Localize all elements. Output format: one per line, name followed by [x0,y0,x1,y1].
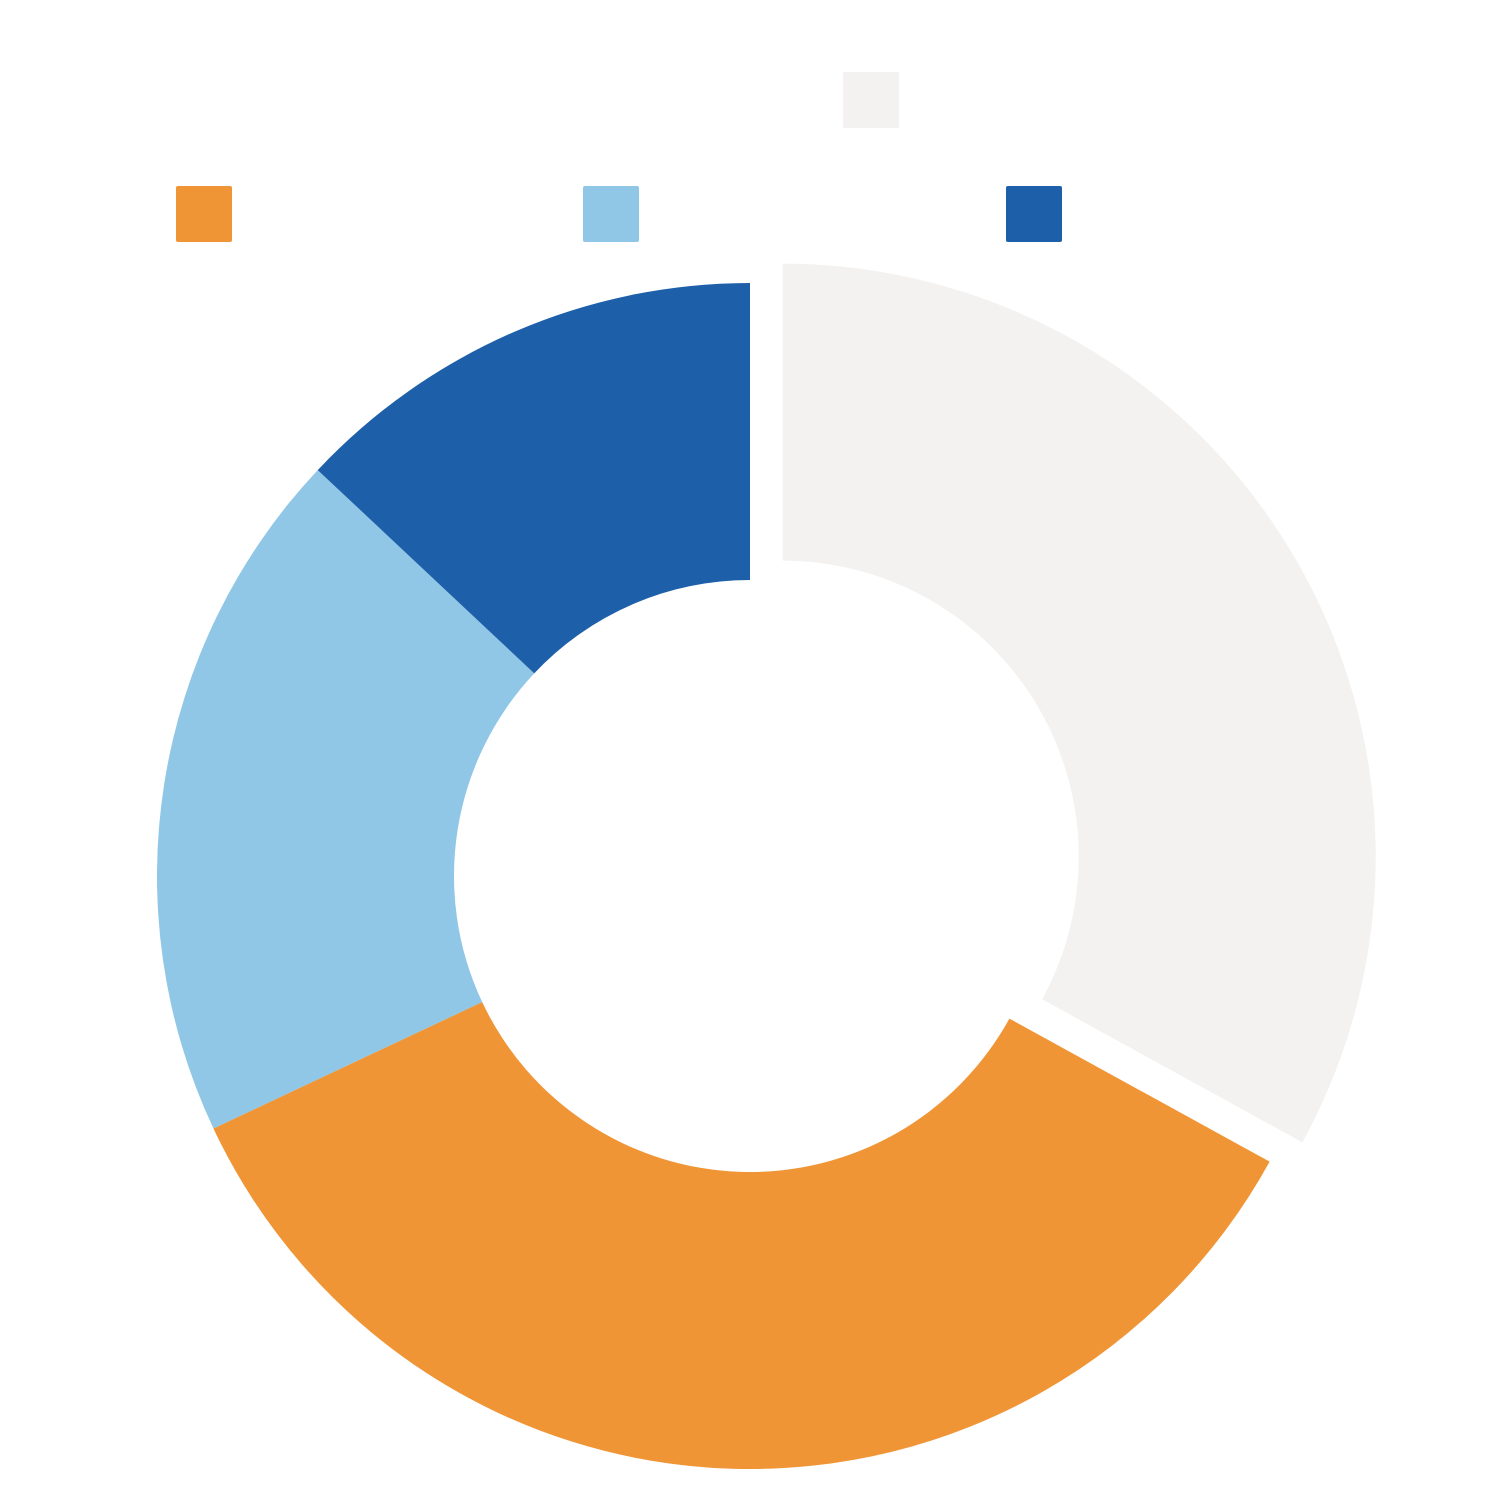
legend-swatch [583,186,639,242]
donut-slice [782,263,1376,1143]
legend [176,72,1062,242]
donut-slice [157,470,535,1129]
legend-swatch [1006,186,1062,242]
donut-slice [213,1002,1270,1470]
legend-swatch [176,186,232,242]
donut-slice [317,283,750,674]
legend-swatch [843,72,899,128]
donut [157,263,1376,1470]
